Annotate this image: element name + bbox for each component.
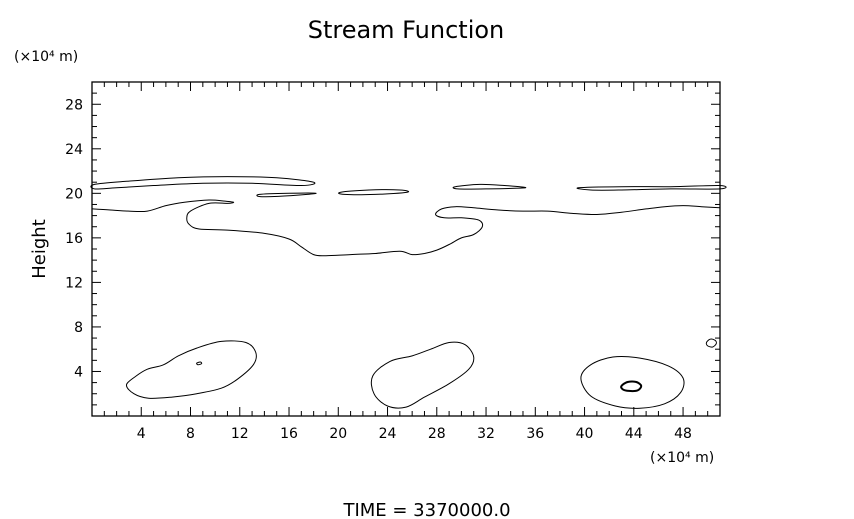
plot-frame	[91, 81, 721, 417]
contour-low-left	[125, 340, 257, 399]
x-axis-unit: (×10⁴ m)	[650, 450, 714, 466]
contour-upper-band-left	[90, 176, 316, 190]
x-tick-label: 40	[576, 426, 594, 442]
y-tick-label: 24	[65, 142, 83, 158]
x-tick-label: 48	[674, 426, 692, 442]
x-tick-label: 20	[329, 426, 347, 442]
x-tick-label: 16	[280, 426, 298, 442]
contour-upper-band-segment-3	[338, 189, 410, 196]
y-tick-label: 12	[65, 275, 83, 291]
tick-layer	[92, 82, 720, 416]
contour-low-middle	[370, 341, 475, 409]
x-tick-label: 44	[625, 426, 643, 442]
x-tick-label: 36	[526, 426, 544, 442]
x-tick-label: 12	[231, 426, 249, 442]
x-tick-label: 4	[137, 426, 146, 442]
y-tick-label: 28	[65, 97, 83, 113]
chart-title: Stream Function	[308, 16, 505, 44]
x-tick-label: 28	[428, 426, 446, 442]
contour-upper-band-segment-2	[256, 192, 317, 198]
contour-upper-band-segment-4	[452, 183, 527, 190]
contour-tiny-point-left	[196, 361, 203, 366]
y-tick-label: 4	[74, 364, 83, 380]
y-tick-label: 16	[65, 231, 83, 247]
y-tick-label: 8	[74, 320, 83, 336]
time-footer: TIME = 3370000.0	[342, 500, 510, 519]
contour-upper-band-segment-5	[576, 184, 727, 191]
contour-mid-boundary	[91, 199, 721, 257]
y-tick-label: 20	[65, 186, 83, 202]
y-axis-label: Height	[29, 219, 50, 279]
y-axis-unit: (×10⁴ m)	[14, 49, 78, 65]
x-tick-label: 24	[379, 426, 397, 442]
contour-layer	[90, 176, 727, 409]
contour-low-right	[580, 355, 685, 409]
contour-low-right-inner	[620, 380, 643, 393]
x-tick-label: 32	[477, 426, 495, 442]
x-tick-label: 8	[186, 426, 195, 442]
contour-small-circle-right	[705, 338, 717, 348]
